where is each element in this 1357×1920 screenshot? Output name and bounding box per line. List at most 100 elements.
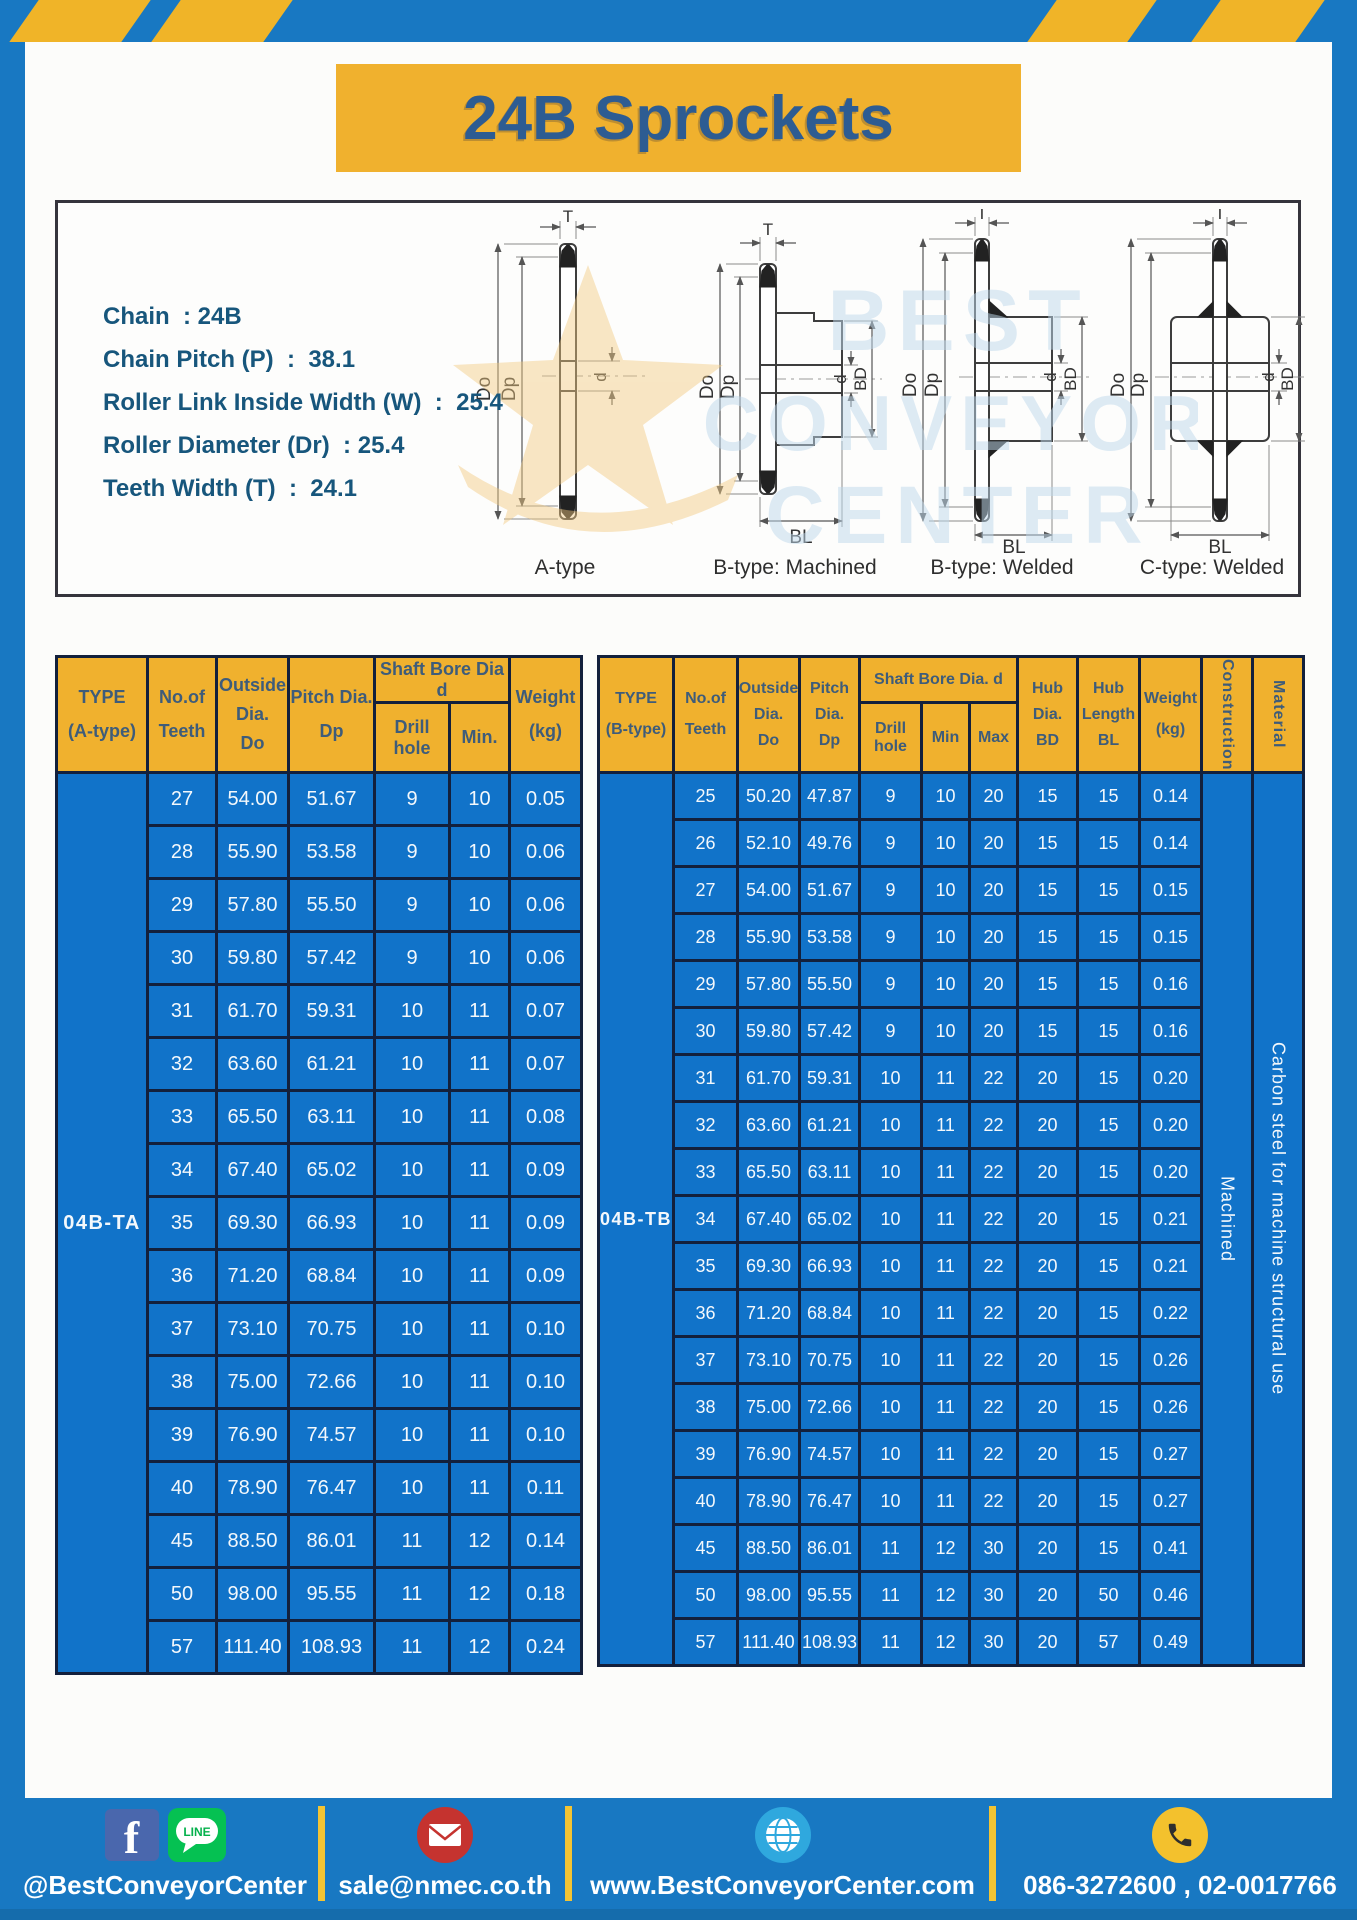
col-header-pitch-dia: Pitch Dia. Dp [798, 655, 861, 774]
table-cell: 11 [920, 1288, 971, 1338]
table-cell: 10 [920, 818, 971, 868]
col-header-hub-dia: Hub Dia. BD [1016, 655, 1079, 774]
table-cell: 49.76 [798, 818, 861, 868]
table-cell: 53.58 [287, 824, 376, 880]
table-cell: 11 [448, 1407, 511, 1463]
table-cell: 22 [968, 1194, 1019, 1244]
footer-social[interactable]: f LINE @BestConveyorCenter [20, 1806, 310, 1901]
chain-specs: Chain : 24B Chain Pitch (P) : 38.1 Rolle… [103, 295, 503, 510]
decor-stripe [1191, 0, 1325, 42]
table-cell: 10 [858, 1147, 923, 1197]
table-row: 36 71.20 68.84 10 11 0.09 [57, 1248, 583, 1304]
table-cell: 40 [146, 1460, 218, 1516]
table-cell: 0.27 [1138, 1429, 1203, 1479]
table-cell: 12 [448, 1513, 511, 1569]
table-cell: 11 [448, 983, 511, 1039]
table-cell: 0.27 [1138, 1476, 1203, 1526]
table-cell: 15 [1016, 1006, 1079, 1056]
phone-numbers[interactable]: 086-3272600 , 02-0017766 [1023, 1870, 1337, 1900]
table-cell: 10 [448, 771, 511, 827]
table-cell: 0.20 [1138, 1053, 1203, 1103]
col-header-max: Max [968, 701, 1019, 774]
table-row: 33 65.50 63.11 10 11 22 20 15 0.20 [599, 1147, 1304, 1197]
table-cell: 11 [448, 1354, 511, 1410]
table-cell: 22 [968, 1476, 1019, 1526]
table-cell: 22 [968, 1288, 1019, 1338]
table-cell: 59.31 [798, 1053, 861, 1103]
table-cell: 10 [920, 1006, 971, 1056]
table-cell: 45 [146, 1513, 218, 1569]
table-cell: 11 [858, 1617, 923, 1667]
table-cell: 54.00 [215, 771, 290, 827]
dim-label-t: T [1215, 209, 1225, 223]
table-row: 33 65.50 63.11 10 11 0.08 [57, 1089, 583, 1145]
diagram-panel: BEST CONVEYOR CENTER Chain : 24B Chain P… [55, 200, 1309, 597]
table-cell: 0.20 [1138, 1147, 1203, 1197]
table-cell: 0.26 [1138, 1382, 1203, 1432]
col-header-weight: Weight (kg) [1138, 655, 1203, 774]
table-cell: 0.08 [508, 1089, 583, 1145]
table-cell: 11 [373, 1513, 451, 1569]
table-cell: 50.20 [736, 771, 801, 821]
line-badge-text: LINE [183, 1825, 210, 1839]
table-cell: 70.75 [798, 1335, 861, 1385]
footer-website[interactable]: www.BestConveyorCenter.com [590, 1806, 975, 1901]
table-row: 30 59.80 57.42 9 10 0.06 [57, 930, 583, 986]
table-cell: 0.09 [508, 1195, 583, 1251]
email-address[interactable]: sale@nmec.co.th [338, 1870, 552, 1900]
phone-icon[interactable] [1151, 1806, 1209, 1864]
table-cell: 39 [146, 1407, 218, 1463]
table-cell: 0.15 [1138, 865, 1203, 915]
table-cell: 57 [672, 1617, 739, 1667]
table-cell: 15 [1076, 1053, 1141, 1103]
table-cell: 38 [672, 1382, 739, 1432]
table-cell: 20 [1016, 1476, 1079, 1526]
table-cell: 0.22 [1138, 1288, 1203, 1338]
table-cell: 108.93 [798, 1617, 861, 1667]
table-row: 36 71.20 68.84 10 11 22 20 15 0.22 [599, 1288, 1304, 1338]
table-cell: 29 [672, 959, 739, 1009]
table-cell: 71.20 [736, 1288, 801, 1338]
footer-email[interactable]: sale@nmec.co.th [338, 1806, 552, 1901]
table-cell: 30 [968, 1570, 1019, 1620]
table-row: 45 88.50 86.01 11 12 0.14 [57, 1513, 583, 1569]
table-cell: 20 [1016, 1288, 1079, 1338]
table-cell: 47.87 [798, 771, 861, 821]
table-cell: 11 [920, 1382, 971, 1432]
email-icon[interactable] [416, 1806, 474, 1864]
table-cell: 65.02 [798, 1194, 861, 1244]
table-cell: 10 [373, 983, 451, 1039]
table-cell: 88.50 [215, 1513, 290, 1569]
table-cell: 38 [146, 1354, 218, 1410]
table-cell: 20 [1016, 1523, 1079, 1573]
decor-stripe [9, 0, 151, 42]
table-cell: 108.93 [287, 1619, 376, 1675]
table-cell: 86.01 [798, 1523, 861, 1573]
dim-label-dp: Dp [499, 377, 520, 401]
table-row: 39 76.90 74.57 10 11 22 20 15 0.27 [599, 1429, 1304, 1479]
table-cell: 15 [1076, 1382, 1141, 1432]
table-cell: 10 [448, 930, 511, 986]
table-cell: 0.24 [508, 1619, 583, 1675]
diagram-a-type: T Do Dp d A-type [460, 209, 670, 580]
dim-label-d: d [1259, 372, 1278, 381]
table-cell: 31 [146, 983, 218, 1039]
table-cell: 9 [373, 930, 451, 986]
social-handle[interactable]: @BestConveyorCenter [23, 1870, 307, 1900]
line-icon[interactable]: LINE [167, 1808, 226, 1862]
facebook-icon[interactable]: f [104, 1809, 159, 1861]
dim-label-do: Do [697, 375, 718, 399]
col-header-min: Min. [448, 701, 511, 774]
table-cell: 15 [1076, 1006, 1141, 1056]
table-cell: 20 [1016, 1100, 1079, 1150]
col-header-type: TYPE (A-type) [55, 655, 149, 774]
globe-icon[interactable] [754, 1806, 812, 1864]
spec-line: Teeth Width (T) : 24.1 [103, 475, 358, 502]
footer-phone[interactable]: 086-3272600 , 02-0017766 [1010, 1806, 1350, 1901]
table-cell: 50 [1076, 1570, 1141, 1620]
col-header-hub-length: Hub Length BL [1076, 655, 1141, 774]
website-url[interactable]: www.BestConveyorCenter.com [590, 1870, 975, 1900]
table-cell: 63.60 [736, 1100, 801, 1150]
dim-label-t: T [977, 209, 987, 223]
col-header-teeth: No.of Teeth [672, 655, 739, 774]
